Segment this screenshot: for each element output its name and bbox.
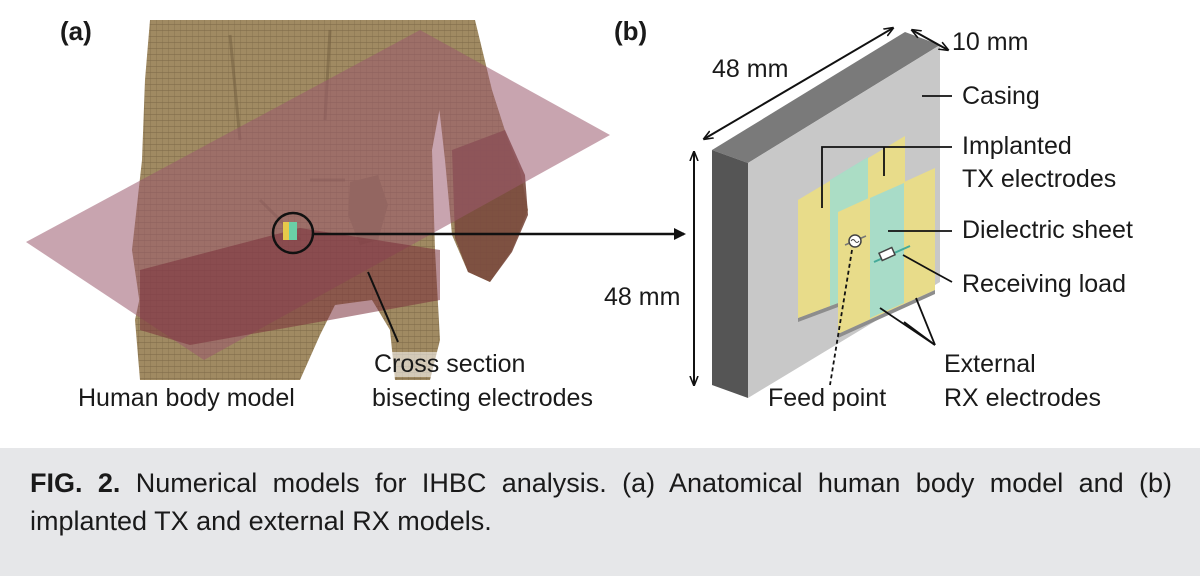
receiving-load-label: Receiving load	[962, 270, 1126, 298]
casing-label: Casing	[962, 82, 1040, 110]
leader-lines	[821, 95, 953, 386]
plane-body-intersection	[140, 228, 440, 345]
figure-caption: FIG. 2. Numerical models for IHBC analys…	[0, 448, 1200, 576]
caption-text: Numerical models for IHBC analysis. (a) …	[30, 468, 1172, 536]
cross-section-label-2: bisecting electrodes	[372, 384, 593, 412]
rx-label-1: External	[944, 350, 1036, 378]
tx-label-2: TX electrodes	[962, 165, 1117, 193]
caption-label: FIG. 2.	[30, 468, 121, 498]
receiving-load-symbol	[873, 245, 911, 263]
dim-height-label: 48 mm	[604, 283, 681, 311]
casing-side	[712, 150, 748, 398]
panel-a-tag: (a)	[60, 16, 92, 46]
figure-graphic	[26, 20, 953, 398]
tx-label-1: Implanted	[962, 132, 1072, 160]
cross-section-label: Cross section	[372, 350, 528, 378]
rx-label-2: RX electrodes	[944, 384, 1102, 412]
dielectric-label: Dielectric sheet	[962, 216, 1133, 244]
dim-width-arrow	[704, 28, 893, 139]
figure: (a) (b) Human body model Cross section b…	[26, 16, 1133, 412]
human-body-model-label: Human body model	[78, 384, 295, 412]
dim-depth-arrow	[912, 30, 948, 50]
feed-point-label: Feed point	[768, 384, 887, 412]
feed-point-symbol	[844, 234, 867, 248]
panel-b-tag: (b)	[614, 16, 648, 46]
dim-width-label: 48 mm	[712, 55, 789, 83]
cross-section-leader	[367, 271, 399, 343]
dim-depth-label: 10 mm	[952, 28, 1029, 56]
